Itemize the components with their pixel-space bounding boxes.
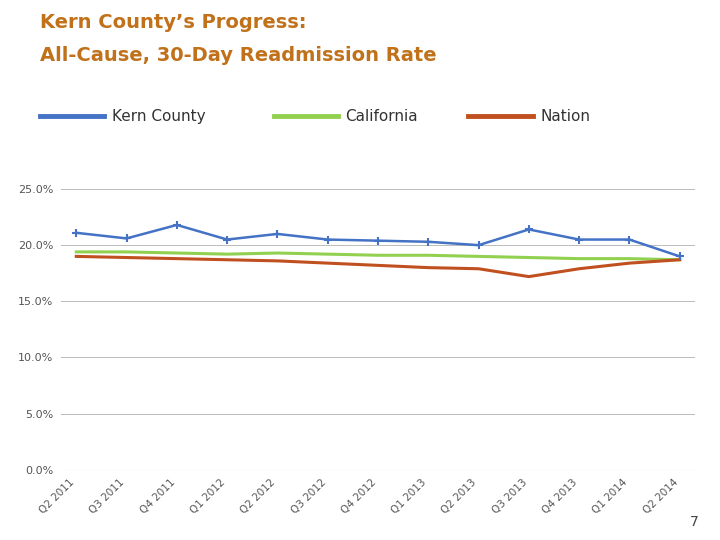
Text: All-Cause, 30-Day Readmission Rate: All-Cause, 30-Day Readmission Rate bbox=[40, 46, 436, 65]
Text: Nation: Nation bbox=[540, 109, 590, 124]
Text: California: California bbox=[346, 109, 418, 124]
Text: Kern County’s Progress:: Kern County’s Progress: bbox=[40, 14, 306, 32]
Text: Kern County: Kern County bbox=[112, 109, 205, 124]
Text: 7: 7 bbox=[690, 515, 698, 529]
